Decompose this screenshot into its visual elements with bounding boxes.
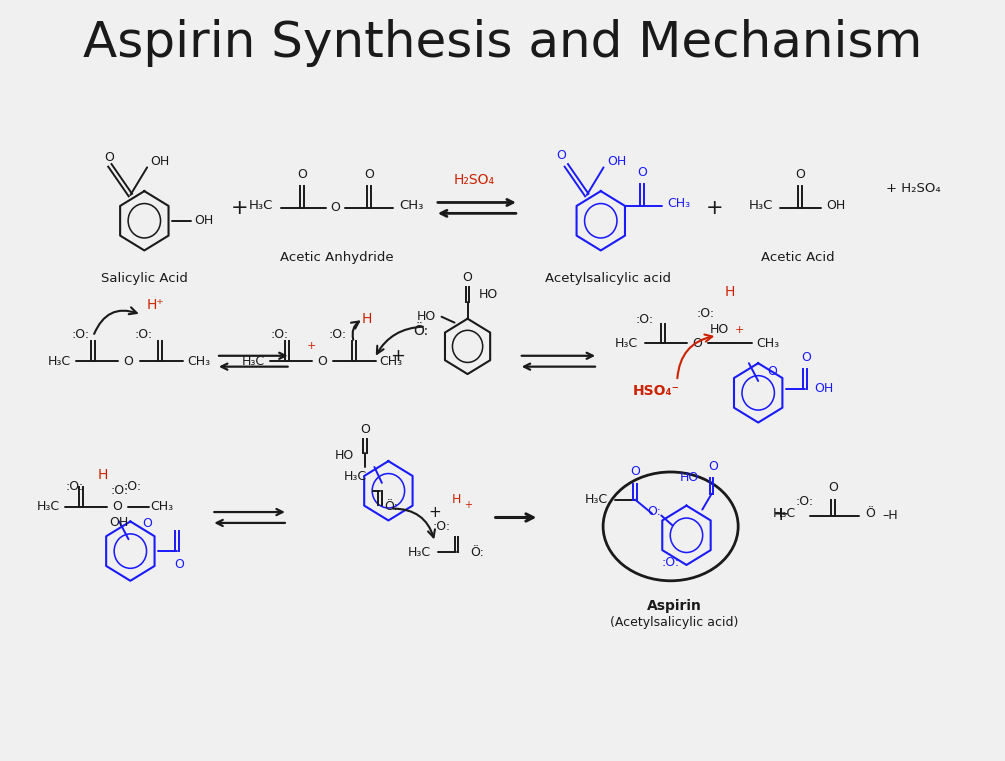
- Text: +: +: [706, 198, 724, 218]
- Text: O: O: [767, 365, 777, 377]
- Text: :O:: :O:: [135, 328, 153, 341]
- Text: O: O: [104, 151, 114, 164]
- Text: :O:: :O:: [796, 495, 814, 508]
- Text: Acetylsalicylic acid: Acetylsalicylic acid: [546, 272, 671, 285]
- Text: H₃C: H₃C: [345, 470, 368, 483]
- Text: O: O: [364, 167, 374, 181]
- Text: :O:: :O:: [270, 328, 288, 341]
- Text: O: O: [802, 351, 812, 364]
- Text: +: +: [307, 342, 316, 352]
- Text: H₃C: H₃C: [749, 199, 773, 212]
- Text: CH₃: CH₃: [756, 337, 779, 350]
- Text: Ö: Ö: [865, 507, 875, 520]
- Text: H: H: [725, 285, 736, 299]
- Text: O: O: [360, 423, 370, 436]
- Text: (Acetylsalicylic acid): (Acetylsalicylic acid): [610, 616, 739, 629]
- Text: HSO₄⁻: HSO₄⁻: [633, 384, 680, 398]
- Text: CH₃: CH₃: [400, 199, 424, 212]
- Text: OH: OH: [110, 516, 129, 529]
- Text: HO: HO: [710, 323, 729, 336]
- Text: H₃C: H₃C: [48, 355, 71, 368]
- Text: H⁺: H⁺: [147, 298, 165, 312]
- Text: Acetic Acid: Acetic Acid: [762, 251, 835, 264]
- Text: :O:: :O:: [635, 314, 653, 326]
- Text: Ö:: Ö:: [470, 546, 483, 559]
- Text: H₃C: H₃C: [614, 337, 637, 350]
- Text: O: O: [556, 149, 566, 162]
- Text: Ö:: Ö:: [384, 500, 398, 513]
- Text: :O:: :O:: [661, 556, 679, 569]
- Text: O: O: [795, 167, 805, 181]
- Text: H: H: [451, 493, 461, 506]
- Text: :O:: :O:: [65, 480, 83, 493]
- Text: H: H: [362, 312, 372, 326]
- Text: Salicylic Acid: Salicylic Acid: [100, 272, 188, 285]
- Text: +: +: [463, 500, 471, 510]
- Text: OH: OH: [826, 199, 845, 212]
- Text: O: O: [691, 337, 701, 350]
- Text: OH: OH: [151, 155, 170, 168]
- Text: H₃C: H₃C: [37, 500, 60, 513]
- Text: H₃C: H₃C: [242, 355, 265, 368]
- Text: H₂SO₄: H₂SO₄: [453, 174, 494, 187]
- Text: H₃C: H₃C: [773, 507, 796, 520]
- Text: +: +: [390, 347, 405, 365]
- Text: O: O: [331, 202, 341, 215]
- Text: CH₃: CH₃: [380, 355, 403, 368]
- Text: +: +: [428, 505, 441, 520]
- Text: OH: OH: [607, 155, 626, 168]
- Text: O: O: [637, 166, 646, 179]
- Text: O: O: [174, 559, 184, 572]
- Text: :O:: :O:: [696, 307, 715, 320]
- Text: H₃C: H₃C: [408, 546, 431, 559]
- Text: H: H: [97, 468, 108, 482]
- Text: HO: HO: [679, 471, 698, 485]
- Text: O: O: [630, 466, 640, 479]
- Text: HO: HO: [335, 449, 354, 462]
- Text: O: O: [709, 460, 719, 473]
- Text: :O:: :O:: [124, 480, 142, 493]
- Text: HO: HO: [478, 288, 497, 301]
- Text: O: O: [142, 517, 152, 530]
- Text: Acetic Anhydride: Acetic Anhydride: [280, 251, 394, 264]
- Text: :O:: :O:: [328, 328, 346, 341]
- Text: OH: OH: [194, 215, 214, 228]
- Text: OH: OH: [814, 383, 833, 396]
- Text: –H: –H: [882, 509, 898, 522]
- Text: O: O: [296, 167, 307, 181]
- Text: Ö:: Ö:: [413, 323, 428, 338]
- Text: O: O: [113, 500, 123, 513]
- Text: HO: HO: [417, 310, 436, 323]
- Text: +: +: [773, 505, 790, 524]
- Text: :O:: :O:: [111, 484, 129, 497]
- Text: CH₃: CH₃: [151, 500, 174, 513]
- Text: CH₃: CH₃: [188, 355, 211, 368]
- Text: O: O: [318, 355, 328, 368]
- Text: :O:: :O:: [432, 520, 450, 533]
- Text: O:: O:: [647, 505, 661, 518]
- Text: O: O: [462, 271, 472, 284]
- Text: Aspirin: Aspirin: [647, 600, 701, 613]
- Text: H₃C: H₃C: [248, 199, 273, 212]
- Text: Aspirin Synthesis and Mechanism: Aspirin Synthesis and Mechanism: [82, 19, 923, 67]
- Text: :O:: :O:: [72, 328, 90, 341]
- Text: + H₂SO₄: + H₂SO₄: [886, 182, 941, 195]
- Text: H₃C: H₃C: [585, 493, 608, 506]
- Text: +: +: [230, 198, 248, 218]
- Text: O: O: [124, 355, 134, 368]
- Text: CH₃: CH₃: [667, 197, 690, 211]
- Text: O: O: [828, 481, 837, 495]
- Text: +: +: [735, 324, 745, 335]
